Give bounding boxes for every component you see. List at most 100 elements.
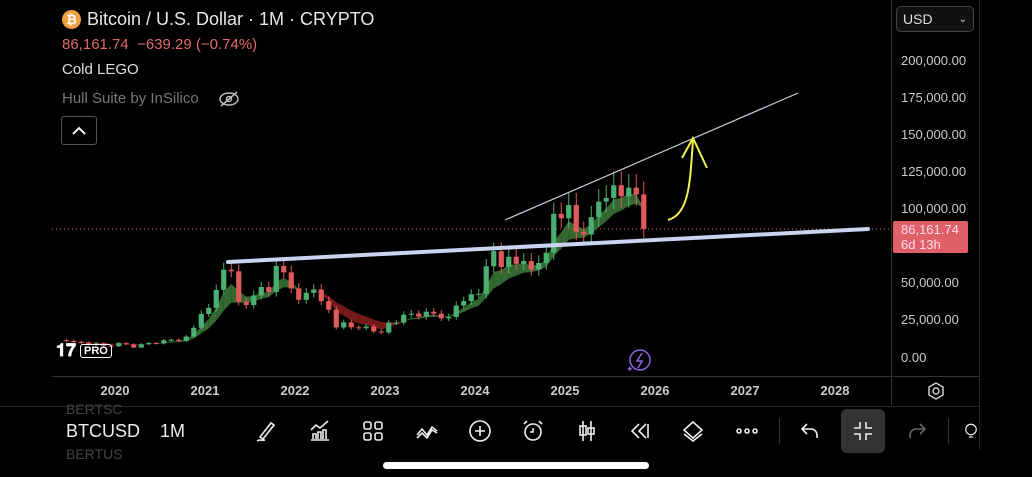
hull-band-segment (598, 208, 607, 228)
chart-indicators-icon (310, 420, 329, 441)
plus-circle-icon (469, 420, 491, 442)
minimize-icon (854, 422, 872, 440)
hull-band-segment (628, 193, 637, 206)
last-price-tag: 86,161.74 6d 13h (893, 221, 968, 253)
y-tick: 25,000.00 (901, 312, 959, 327)
chart-settings-icon[interactable] (926, 381, 946, 401)
alert-button[interactable] (518, 416, 548, 446)
candle (273, 265, 279, 292)
hull-band-segment (343, 306, 352, 321)
chart-title[interactable]: ₿ Bitcoin / U.S. Dollar · 1M · CRYPTO (62, 9, 374, 30)
candle (266, 287, 272, 292)
y-tick: 0.00 (901, 350, 927, 365)
candle (371, 326, 377, 332)
grid-icon (363, 421, 383, 441)
tradingview-logo: 𝟏𝟕 PRO (56, 340, 112, 361)
candle (603, 197, 609, 202)
add-button[interactable] (465, 416, 495, 446)
indicator-cold-lego[interactable]: Cold LEGO (62, 61, 139, 78)
alarm-clock-icon (523, 420, 543, 441)
indicators-button[interactable] (305, 416, 335, 446)
compare-button[interactable] (412, 416, 442, 446)
candle (528, 261, 534, 270)
y-tick: 150,000.00 (901, 127, 967, 142)
lightbulb-icon (965, 423, 977, 438)
hull-band-segment (561, 221, 569, 249)
candle (446, 316, 452, 319)
hull-band-segment (223, 283, 232, 311)
candle (468, 294, 474, 302)
y-tick: 100,000.00 (901, 201, 967, 216)
timeframe-selector[interactable]: 1M (160, 421, 186, 441)
candle (138, 344, 144, 348)
collapse-legend-button[interactable] (61, 116, 97, 145)
candle (626, 187, 632, 197)
draw-button[interactable] (251, 416, 281, 446)
bottom-toolbar (0, 406, 980, 455)
candle (288, 272, 294, 289)
eye-off-icon[interactable] (217, 90, 241, 108)
candle (551, 213, 557, 253)
chevron-down-icon: ⌄ (958, 13, 967, 25)
currency-select[interactable]: USD ⌄ (896, 6, 974, 32)
candle (408, 313, 414, 315)
candle (101, 343, 107, 346)
indicator-hull-suite[interactable]: Hull Suite by InSilico (62, 90, 241, 108)
lightning-icon[interactable]: ✦ (625, 348, 653, 374)
divider (779, 418, 780, 444)
candle (63, 340, 69, 342)
hull-band-segment (516, 263, 524, 276)
x-tick: 2025 (550, 383, 580, 398)
templates-button[interactable] (358, 416, 388, 446)
redo-icon (909, 423, 927, 438)
candle (513, 256, 519, 264)
exit-fullscreen-button[interactable] (841, 409, 885, 453)
layers-button[interactable] (678, 416, 708, 446)
y-tick: 200,000.00 (901, 53, 967, 68)
hull-band-segment (328, 295, 337, 312)
candle (153, 342, 159, 344)
x-tick: 2024 (460, 383, 490, 398)
redo-button[interactable] (902, 416, 932, 446)
candle (318, 289, 324, 302)
candle (303, 292, 309, 300)
hull-band-segment (366, 316, 374, 328)
x-tick: 2021 (190, 383, 220, 398)
chart-type-button[interactable] (572, 416, 602, 446)
candle (573, 204, 579, 232)
x-tick: 2023 (370, 383, 400, 398)
hull-band-segment (621, 193, 629, 211)
undo-button[interactable] (795, 416, 825, 446)
candle (131, 344, 137, 348)
hull-band-segment (298, 289, 307, 291)
chevron-up-icon (72, 126, 86, 135)
candle (416, 313, 422, 317)
candle (356, 327, 362, 329)
price-axis-divider (891, 0, 892, 405)
replay-button[interactable] (625, 416, 655, 446)
candle (596, 201, 602, 218)
ideas-button[interactable] (962, 416, 980, 446)
y-tick: 125,000.00 (901, 164, 967, 179)
candle (581, 231, 587, 235)
symbol-selector[interactable]: BTCUSD (66, 421, 141, 441)
candle (521, 261, 527, 264)
more-button[interactable] (732, 416, 762, 446)
candle (221, 269, 227, 290)
y-tick: 50,000.00 (901, 275, 959, 290)
y-tick: 175,000.00 (901, 90, 967, 105)
candle (618, 185, 624, 197)
candle (378, 331, 384, 333)
annotation-arrowhead (681, 135, 708, 169)
hull-band-segment (216, 292, 224, 321)
candle (176, 339, 182, 341)
candle (116, 343, 122, 347)
candle (438, 313, 444, 319)
candle (423, 311, 429, 317)
svg-text:✦: ✦ (626, 364, 634, 374)
annotation-arrow (667, 139, 694, 221)
home-indicator (383, 462, 649, 469)
candle (491, 251, 497, 267)
candle (183, 336, 189, 341)
